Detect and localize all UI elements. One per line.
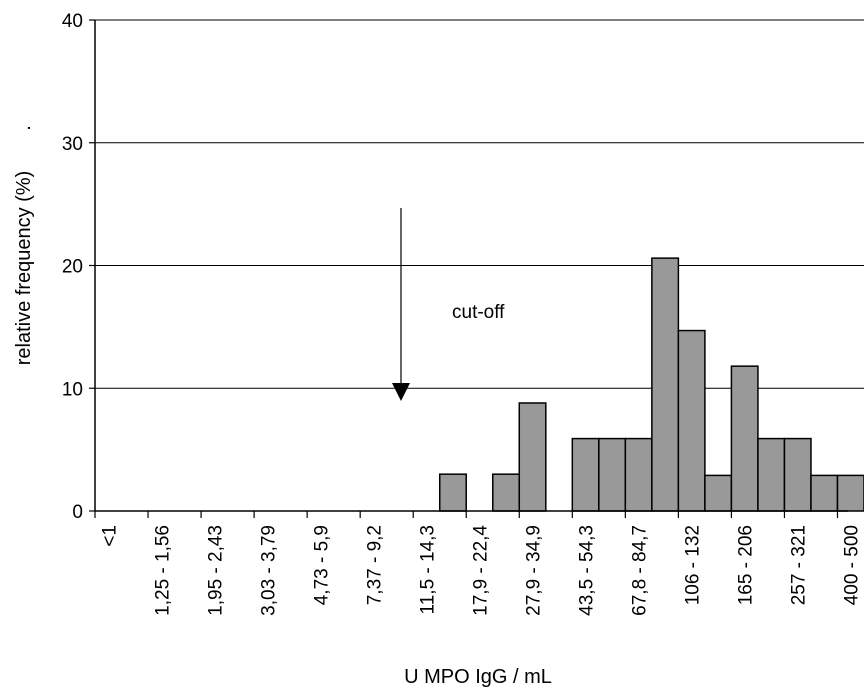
bar xyxy=(704,474,733,512)
bar xyxy=(783,437,812,512)
grid-lines xyxy=(95,19,864,389)
bar xyxy=(677,329,706,512)
bar xyxy=(757,437,786,512)
cut-off-arrow-head xyxy=(392,383,410,401)
x-tick-label: 165 - 206 xyxy=(736,525,757,605)
y-tick-labels: 0 10 20 30 40 xyxy=(62,11,83,523)
y-tick-label: 40 xyxy=(62,11,83,32)
x-tick-labels: <1 1,25 - 1,56 1,95 - 2,43 3,03 - 3,79 4,73 … xyxy=(99,525,862,616)
x-tick-label: <1 xyxy=(99,525,120,547)
x-tick-label: 4,73 - 5,9 xyxy=(311,525,332,605)
x-tick-label: 106 - 132 xyxy=(683,525,704,605)
bar xyxy=(810,474,839,512)
bar xyxy=(518,402,547,512)
x-tick-label: 1,95 - 2,43 xyxy=(205,525,226,616)
bar xyxy=(624,437,653,512)
y-tick-label: 0 xyxy=(72,502,83,523)
x-tick-label: 27,9 - 34,9 xyxy=(524,525,545,616)
y-tick-label: 20 xyxy=(62,257,83,278)
x-tick-label: 257 - 321 xyxy=(789,525,810,605)
bar xyxy=(651,257,680,512)
x-tick-label: 67,8 - 84,7 xyxy=(630,525,651,616)
x-tick-label: 7,37 - 9,2 xyxy=(364,525,385,605)
x-axis-title: U MPO IgG / mL xyxy=(404,666,552,688)
bar xyxy=(598,437,627,512)
bar xyxy=(730,365,759,512)
x-tick-label: 11,5 - 14,3 xyxy=(417,525,438,614)
bar xyxy=(836,474,864,512)
bar xyxy=(438,473,467,512)
x-tick-label: 1,25 - 1,56 xyxy=(152,525,173,616)
x-tick-label: 17,9 - 22,4 xyxy=(471,525,492,616)
y-axis-title: relative frequency (%) xyxy=(13,171,35,366)
bar xyxy=(492,473,521,512)
y-axis-title-suffix: . xyxy=(13,125,35,131)
y-tick-label: 30 xyxy=(62,134,83,155)
x-tick-label: 400 - 500 xyxy=(842,525,863,605)
cut-off-label: cut-off xyxy=(452,302,505,323)
axes xyxy=(89,19,848,518)
x-tick-label: 43,5 - 54,3 xyxy=(577,525,598,616)
bars xyxy=(438,257,864,512)
y-tick-label: 10 xyxy=(62,379,83,400)
bar xyxy=(571,437,600,512)
x-tick-label: 3,03 - 3,79 xyxy=(258,525,279,616)
